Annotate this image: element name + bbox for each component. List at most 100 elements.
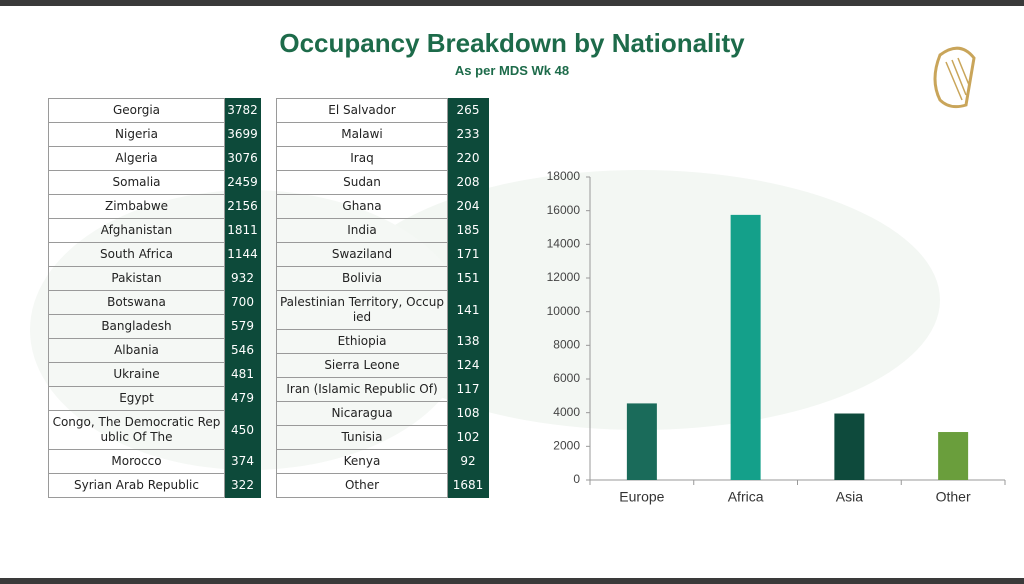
y-tick-label: 16000 — [547, 203, 581, 217]
count-cell: 932 — [224, 266, 261, 291]
country-cell: Sudan — [276, 170, 448, 195]
y-tick-label: 8000 — [553, 338, 580, 352]
count-cell: 546 — [224, 338, 261, 363]
country-cell: Kenya — [276, 449, 448, 474]
country-cell: Albania — [48, 338, 225, 363]
country-cell: Algeria — [48, 146, 225, 171]
country-cell: Ethiopia — [276, 329, 448, 354]
x-tick-label: Asia — [836, 489, 863, 505]
table-row: Palestinian Territory, Occupied 141 — [276, 290, 489, 330]
count-cell: 1681 — [447, 473, 489, 498]
country-cell: Bolivia — [276, 266, 448, 291]
table-row: Pakistan 932 — [48, 266, 261, 291]
country-cell: El Salvador — [276, 98, 448, 123]
country-cell: Palestinian Territory, Occupied — [276, 290, 448, 330]
count-cell: 138 — [447, 329, 489, 354]
count-cell: 1811 — [224, 218, 261, 243]
table-row: Georgia 3782 — [48, 98, 261, 123]
count-cell: 124 — [447, 353, 489, 378]
table-row: Albania 546 — [48, 338, 261, 363]
y-tick-label: 6000 — [553, 371, 580, 385]
table-row: Zimbabwe 2156 — [48, 194, 261, 219]
table-row: Other 1681 — [276, 473, 489, 498]
count-cell: 151 — [447, 266, 489, 291]
subtitle: As per MDS Wk 48 — [454, 63, 570, 78]
table-row: Sierra Leone 124 — [276, 353, 489, 378]
country-cell: Malawi — [276, 122, 448, 147]
country-cell: Ghana — [276, 194, 448, 219]
count-cell: 265 — [447, 98, 489, 123]
table-row: Congo, The Democratic Republic Of The 450 — [48, 410, 261, 450]
count-cell: 233 — [447, 122, 489, 147]
table-row: Botswana 700 — [48, 290, 261, 315]
country-cell: South Africa — [48, 242, 225, 267]
nationality-table: Georgia 3782 Nigeria 3699 Algeria 3076 Somalia… — [48, 98, 261, 498]
country-cell: Congo, The Democratic Republic Of The — [48, 410, 225, 450]
y-tick-label: 4000 — [553, 405, 580, 419]
country-cell: Nigeria — [48, 122, 225, 147]
table-row: South Africa 1144 — [48, 242, 261, 267]
country-cell: Morocco — [48, 449, 225, 474]
bottom-bar — [0, 578, 1024, 584]
count-cell: 108 — [447, 401, 489, 426]
count-cell: 92 — [447, 449, 489, 474]
table-row: Algeria 3076 — [48, 146, 261, 171]
table-row: Egypt 479 — [48, 386, 261, 411]
bar — [626, 403, 657, 480]
y-tick-label: 2000 — [553, 439, 580, 453]
count-cell: 700 — [224, 290, 261, 315]
count-cell: 204 — [447, 194, 489, 219]
top-bar — [0, 0, 1024, 6]
table-row: Ukraine 481 — [48, 362, 261, 387]
table-row: Nicaragua 108 — [276, 401, 489, 426]
country-cell: Botswana — [48, 290, 225, 315]
table-row: Bangladesh 579 — [48, 314, 261, 339]
bar — [938, 432, 969, 480]
country-cell: Sierra Leone — [276, 353, 448, 378]
count-cell: 102 — [447, 425, 489, 450]
country-cell: Pakistan — [48, 266, 225, 291]
x-tick-label: Africa — [728, 489, 764, 505]
count-cell: 3699 — [224, 122, 261, 147]
table-row: Iran (Islamic Republic Of) 117 — [276, 377, 489, 402]
table-row: Morocco 374 — [48, 449, 261, 474]
country-cell: Bangladesh — [48, 314, 225, 339]
table-row: Somalia 2459 — [48, 170, 261, 195]
table-row: Syrian Arab Republic 322 — [48, 473, 261, 498]
y-tick-label: 12000 — [547, 270, 581, 284]
bar — [834, 413, 865, 480]
count-cell: 322 — [224, 473, 261, 498]
table-row: Bolivia 151 — [276, 266, 489, 291]
table-row: Nigeria 3699 — [48, 122, 261, 147]
count-cell: 185 — [447, 218, 489, 243]
count-cell: 141 — [447, 290, 489, 330]
count-cell: 171 — [447, 242, 489, 267]
country-cell: Other — [276, 473, 448, 498]
count-cell: 117 — [447, 377, 489, 402]
table-row: Iraq 220 — [276, 146, 489, 171]
table-row: Swaziland 171 — [276, 242, 489, 267]
country-cell: Nicaragua — [276, 401, 448, 426]
country-cell: India — [276, 218, 448, 243]
country-cell: Zimbabwe — [48, 194, 225, 219]
count-cell: 1144 — [224, 242, 261, 267]
nationality-table: El Salvador 265 Malawi 233 Iraq 220 Sudan 208 Gh… — [276, 98, 489, 498]
country-cell: Somalia — [48, 170, 225, 195]
country-cell: Iran (Islamic Republic Of) — [276, 377, 448, 402]
harp-logo — [933, 46, 976, 109]
map-background — [340, 170, 940, 430]
count-cell: 220 — [447, 146, 489, 171]
country-cell: Georgia — [48, 98, 225, 123]
count-cell: 579 — [224, 314, 261, 339]
table-row: Malawi 233 — [276, 122, 489, 147]
count-cell: 2459 — [224, 170, 261, 195]
table-row: Kenya 92 — [276, 449, 489, 474]
table-row: Sudan 208 — [276, 170, 489, 195]
y-tick-label: 0 — [573, 472, 580, 486]
table-row: India 185 — [276, 218, 489, 243]
y-tick-label: 18000 — [547, 169, 581, 183]
y-tick-label: 14000 — [547, 237, 581, 251]
title: Occupancy Breakdown by Nationality — [279, 28, 745, 58]
count-cell: 450 — [224, 410, 261, 450]
